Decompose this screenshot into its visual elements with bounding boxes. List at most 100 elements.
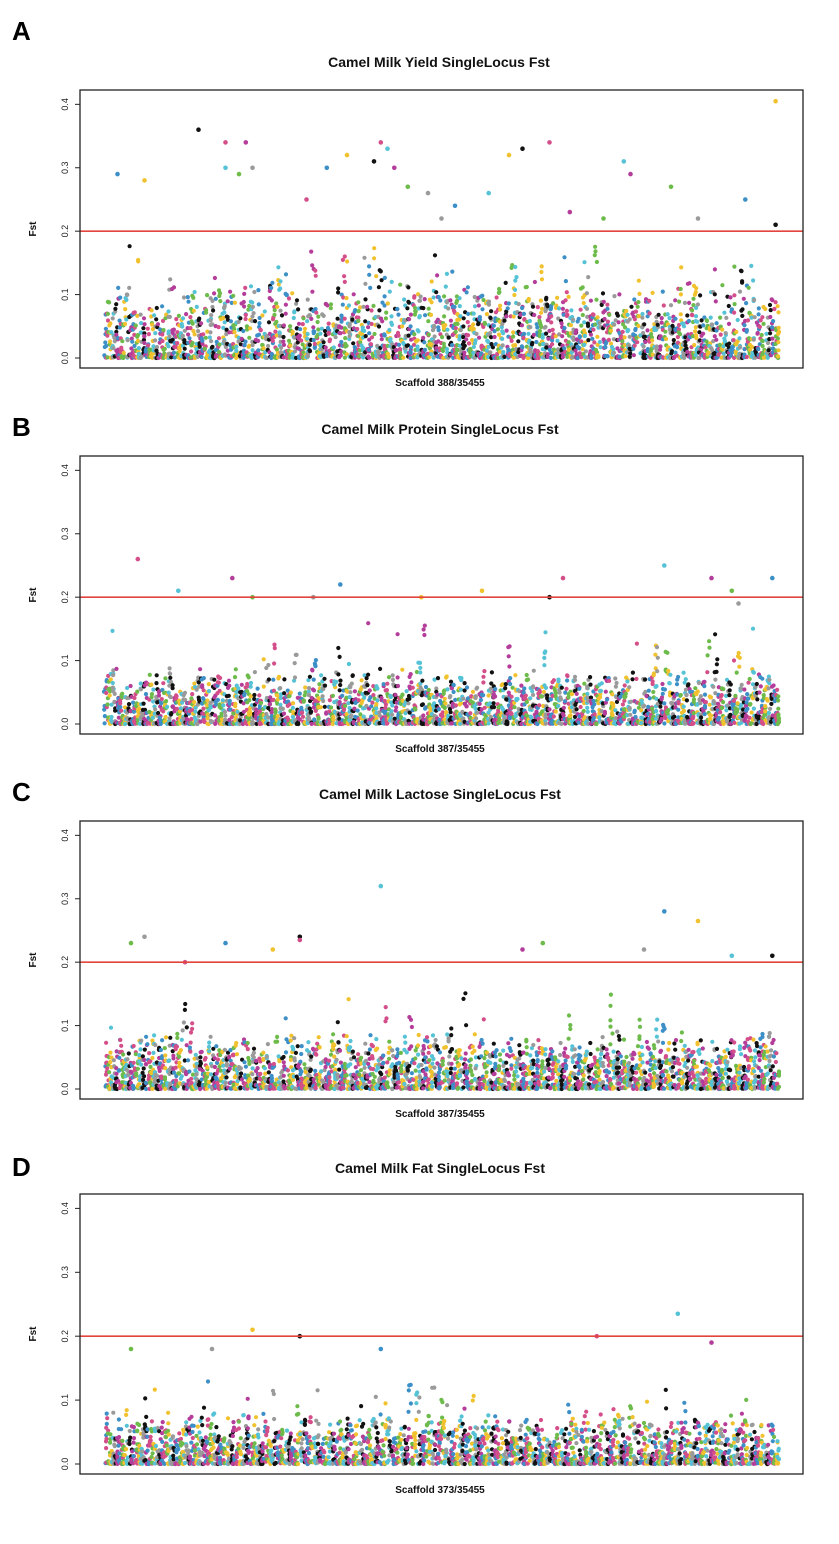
panel-a-snp-point — [311, 325, 316, 330]
panel-a-snp-point — [160, 318, 166, 323]
panel-a-snp-point — [441, 341, 446, 346]
panel-a-snp-point — [759, 332, 764, 338]
panel-a-snp-point — [314, 334, 319, 339]
panel-b-snp-point — [375, 698, 380, 703]
panel-a-snp-point — [299, 338, 304, 343]
panel-b-snp-point — [556, 703, 561, 709]
panel-a-snp-point — [396, 342, 402, 347]
panel-b-snp-point — [458, 687, 464, 692]
panel-b-snp-point — [321, 698, 326, 704]
panel-a-snp-point — [276, 265, 281, 270]
panel-b-snp-point — [123, 721, 128, 727]
panel-b-snp-point — [213, 702, 219, 707]
panel-a-snp-point — [603, 353, 608, 359]
panel-a-snp-point — [461, 316, 466, 321]
panel-a-snp-point — [194, 347, 199, 352]
panel-a-snp-point — [751, 278, 756, 283]
panel-a-snp-point — [476, 303, 481, 308]
panel-a-snp-point — [441, 323, 446, 328]
panel-a-snp-point — [241, 355, 246, 360]
panel-b-snp-point — [448, 694, 453, 699]
panel-a-snp-point — [269, 298, 274, 303]
panel-a-snp-point — [775, 304, 780, 309]
panel-a-snp-point — [513, 264, 518, 270]
panel-b-snp-point — [477, 701, 482, 707]
panel-a-snp-point — [300, 322, 305, 327]
panel-b-snp-point — [418, 665, 423, 671]
panel-a-snp-point — [290, 291, 295, 296]
panel-a-snp-point — [417, 298, 423, 303]
panel-a-snp-point — [177, 349, 182, 354]
panel-b-snp-point — [417, 660, 423, 666]
panel-a-snp-point — [123, 307, 128, 312]
panel-a-snp-point — [555, 338, 560, 343]
panel-a-snp-point — [592, 253, 597, 258]
panel-b-snp-point — [348, 690, 353, 695]
panel-a-snp-point — [720, 283, 725, 288]
panel-a-snp-point — [401, 355, 406, 360]
panel-a-snp-point — [620, 339, 625, 344]
panel-b-snp-point — [135, 689, 140, 694]
panel-a-snp-point — [322, 328, 328, 334]
panel-a-snp-point — [133, 323, 138, 328]
panel-a-snp-point — [247, 303, 252, 309]
panel-a-snp-point — [345, 259, 350, 264]
panel-a-snp-point — [216, 288, 222, 293]
panel-a-snp-point — [367, 355, 372, 360]
panel-b-snp-point — [246, 675, 251, 680]
panel-a-outlier-point — [452, 203, 458, 209]
panel-a-snp-point — [189, 343, 194, 348]
panel-a-snp-point — [369, 308, 374, 313]
panel-a-snp-point — [623, 354, 628, 359]
panel-b-snp-point — [406, 701, 411, 706]
panel-b-snp-point — [346, 661, 351, 667]
panel-a-snp-point — [250, 314, 255, 319]
panel-a-snp-point — [609, 345, 615, 350]
panel-a-snp-point — [426, 332, 431, 337]
panel-a-snp-point — [129, 346, 134, 351]
panel-b-snp-point — [444, 710, 449, 715]
panel-a-snp-point — [681, 321, 686, 326]
panel-a-snp-point — [560, 334, 565, 339]
panel-a-snp-point — [389, 314, 394, 319]
panel-a-snp-point — [422, 297, 427, 302]
panel-a-snp-point — [631, 353, 637, 358]
panel-b-snp-point — [201, 688, 206, 693]
panel-a-snp-point — [482, 320, 487, 325]
panel-b-snp-point — [309, 695, 314, 701]
panel-a-snp-point — [581, 300, 586, 306]
panel-a-snp-point — [593, 322, 598, 327]
panel-a-snp-point — [722, 310, 727, 315]
panel-a-snp-point — [269, 285, 274, 290]
panel-a-snp-point — [358, 340, 363, 345]
panel-a-snp-point — [430, 328, 436, 333]
panel-a-snp-point — [568, 323, 574, 328]
panel-a-snp-point — [667, 316, 672, 321]
panel-b-snp-point — [273, 707, 278, 712]
panel-a-snp-point — [519, 323, 525, 328]
panel-b-snp-point — [355, 708, 360, 713]
panel-a-snp-point — [502, 354, 507, 359]
panel-a-snp-point — [665, 312, 670, 317]
panel-a-snp-point — [160, 304, 165, 309]
panel-a-snp-point — [367, 272, 372, 277]
panel-a-points — [102, 98, 782, 361]
panel-a-snp-point — [269, 352, 275, 357]
panel-b-snp-point — [233, 667, 238, 672]
panel-a-snp-point — [455, 312, 460, 317]
panel-a-snp-point — [395, 307, 400, 312]
panel-a-snp-point — [171, 327, 176, 332]
panel-b-snp-point — [318, 705, 323, 710]
panel-a-snp-point — [258, 328, 263, 333]
panel-a-snp-point — [125, 338, 130, 343]
panel-b-snp-point — [524, 678, 529, 683]
panel-a-snp-point — [153, 338, 158, 343]
panel-a-snp-point — [575, 355, 580, 361]
panel-a-letter: A — [12, 16, 31, 46]
panel-a-outlier-point — [439, 216, 444, 221]
panel-a-snp-point — [342, 254, 347, 259]
panel-a-snp-point — [516, 339, 521, 344]
panel-a-snp-point — [722, 338, 727, 344]
panel-a-snp-point — [397, 350, 403, 355]
panel-a-snp-point — [242, 343, 247, 348]
